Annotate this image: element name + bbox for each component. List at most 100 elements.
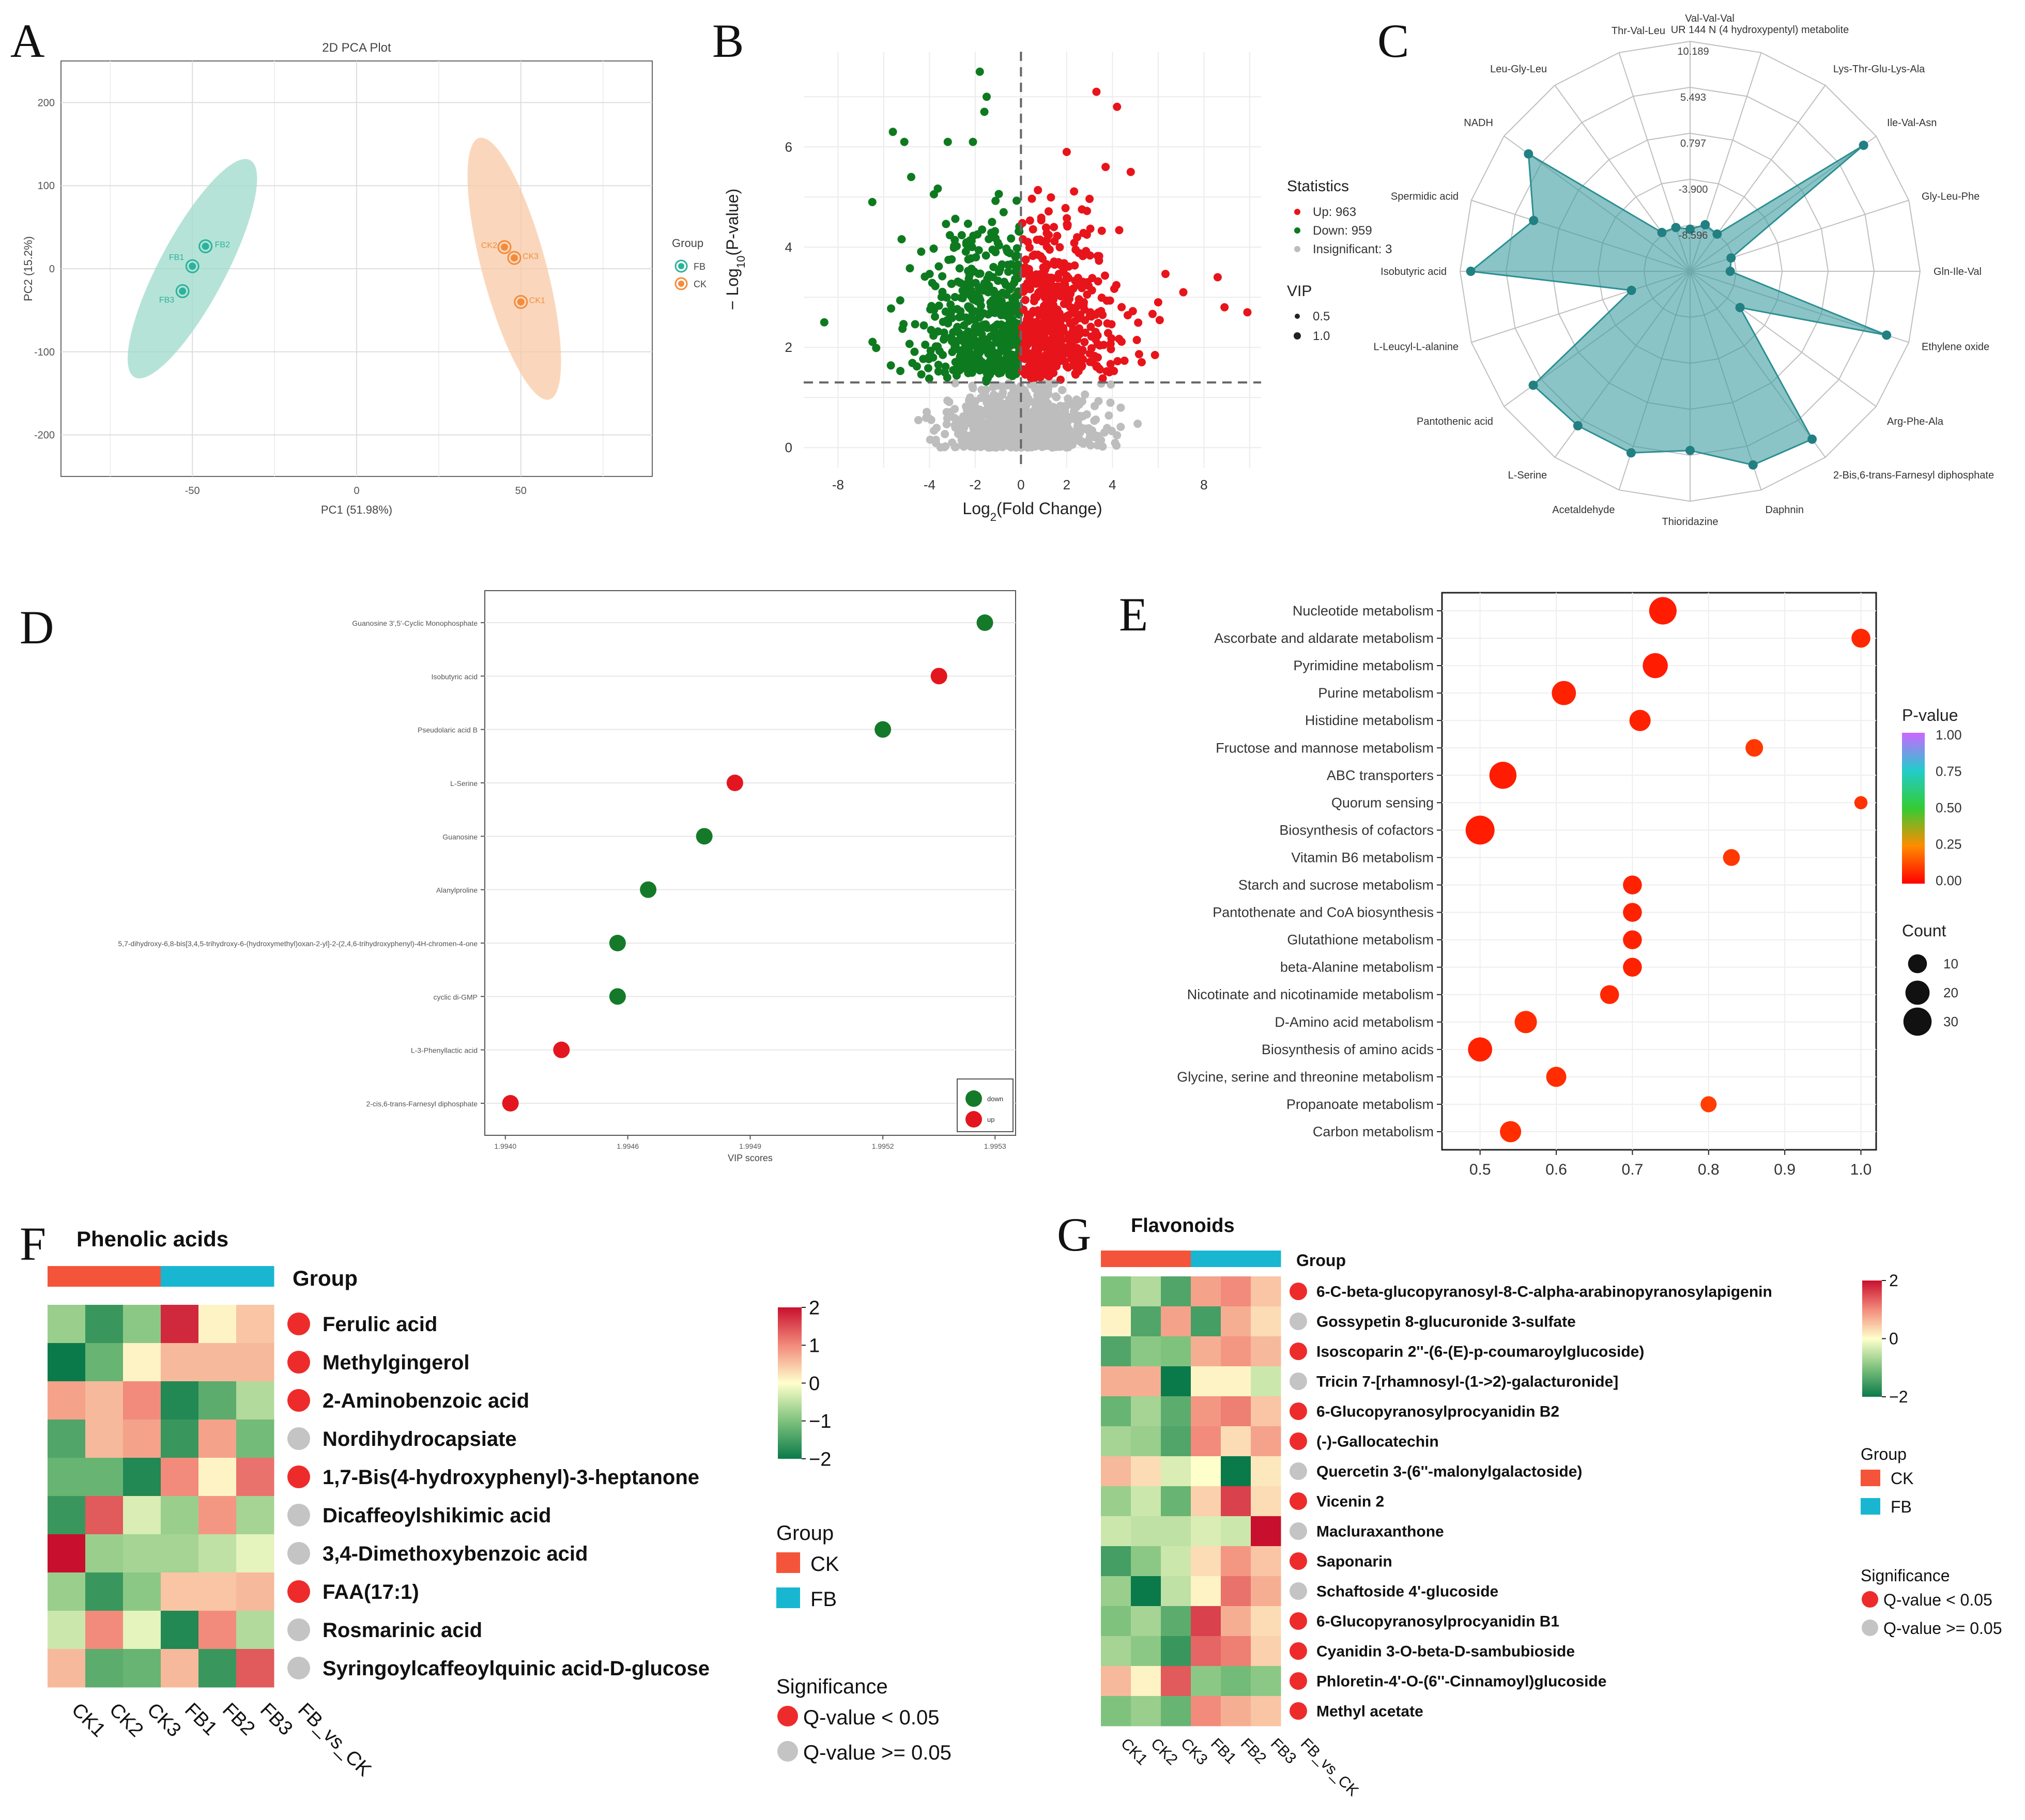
phenolic-column-label: CK1	[67, 1699, 110, 1741]
phenolic-heatmap-cell	[198, 1381, 237, 1420]
volcano-point-down	[970, 330, 978, 339]
kegg-pvalue-tick-label: 0.00	[1936, 873, 1962, 888]
kegg-pathway-label: Pyrimidine metabolism	[1293, 658, 1434, 673]
volcano-point-down	[1005, 284, 1014, 293]
volcano-point-down	[868, 337, 877, 346]
radar-axis-label: Isobutyric acid	[1380, 266, 1447, 277]
kegg-x-tick-label: 0.6	[1545, 1161, 1567, 1178]
volcano-legend-label: Up: 963	[1313, 205, 1356, 219]
volcano-point-up	[1045, 245, 1054, 254]
pca-x-tick-label: -50	[185, 485, 200, 497]
kegg-bubble	[1629, 710, 1651, 731]
flavonoids-heatmap-cell	[1161, 1636, 1191, 1667]
volcano-point-up	[1037, 364, 1046, 373]
pca-y-tick-label: -200	[34, 430, 55, 441]
volcano-point-up	[1070, 261, 1079, 270]
radar-value-point	[1524, 149, 1533, 159]
volcano-point-insignificant	[1039, 402, 1048, 411]
volcano-point-up	[1092, 362, 1101, 371]
flavonoids-heatmap-cell	[1131, 1486, 1161, 1517]
flavonoids-significance-dot	[1290, 1642, 1307, 1660]
vip-legend-label: down	[987, 1095, 1003, 1103]
volcano-point-down	[912, 362, 921, 371]
radar-value-point	[1748, 460, 1758, 470]
volcano-point-up	[1095, 252, 1103, 260]
phenolic-colorbar-tick-label: 2	[809, 1297, 820, 1319]
flavonoids-row-label: Phloretin-4'-O-(6''-Cinnamoyl)glucoside	[1316, 1673, 1606, 1690]
pca-legend-key	[678, 263, 684, 269]
flavonoids-heatmap-cell	[1101, 1576, 1131, 1607]
volcano-point-insignificant	[1133, 420, 1142, 428]
flavonoids-heatmap-cell	[1191, 1636, 1221, 1667]
vip-category-label: cyclic di-GMP	[433, 993, 478, 1001]
phenolic-heatmap-cell	[48, 1572, 86, 1611]
flavonoids-significance-dot	[1290, 1492, 1307, 1510]
volcano-point-up	[1080, 337, 1089, 346]
pca-x-tick-label: 0	[354, 485, 359, 497]
radar-value-point	[1712, 229, 1722, 239]
pca-legend-key-ring	[674, 259, 688, 273]
phenolic-row-label: 2-Aminobenzoic acid	[323, 1390, 529, 1412]
volcano-point-down	[886, 361, 895, 370]
volcano-point-up	[1050, 257, 1058, 266]
volcano-point-down	[970, 307, 979, 316]
phenolic-heatmap-cell	[161, 1458, 199, 1497]
volcano-point-insignificant	[1051, 424, 1060, 433]
kegg-count-tick-label: 10	[1943, 956, 1958, 971]
volcano-point-down	[868, 197, 877, 206]
volcano-point-insignificant	[1048, 439, 1056, 448]
flavonoids-heatmap-cell	[1251, 1456, 1281, 1487]
phenolic-significance-legend-key	[777, 1706, 798, 1726]
volcano-point-down	[988, 218, 996, 226]
volcano-point-insignificant	[969, 384, 977, 393]
volcano-point-insignificant	[1045, 424, 1053, 433]
phenolic-group-legend-key	[776, 1587, 800, 1608]
radar-value-point	[1626, 448, 1636, 458]
kegg-x-tick-label: 0.8	[1698, 1161, 1720, 1178]
phenolic-heatmap-cell	[123, 1572, 161, 1611]
volcano-point-insignificant	[922, 413, 930, 422]
volcano-point-insignificant	[977, 417, 986, 426]
flavonoids-significance-legend-title: Significance	[1861, 1566, 1950, 1585]
phenolic-significance-dot	[287, 1580, 310, 1603]
volcano-point-insignificant	[1067, 438, 1076, 446]
volcano-point-down	[1007, 234, 1016, 243]
vip-point	[726, 775, 743, 791]
flavonoids-heatmap-cell	[1161, 1276, 1191, 1307]
volcano-point-down	[1004, 267, 1012, 276]
flavonoids-column-label: FB2	[1237, 1735, 1269, 1767]
phenolic-group-legend-key	[776, 1552, 800, 1573]
volcano-point-up	[1055, 243, 1064, 252]
phenolic-row-label: Ferulic acid	[323, 1313, 437, 1336]
kegg-bubble	[1723, 849, 1740, 866]
flavonoids-heatmap-cell	[1131, 1546, 1161, 1577]
phenolic-heatmap-cell	[123, 1381, 161, 1420]
radar-value-point	[1657, 227, 1667, 237]
volcano-point-down	[919, 321, 928, 330]
volcano-x-axis-label: Log2(Fold Change)	[962, 499, 1102, 523]
volcano-point-down	[991, 227, 1000, 236]
flavonoids-group-bar	[1161, 1251, 1191, 1267]
volcano-point-insignificant	[1069, 407, 1078, 416]
volcano-point-up	[1069, 284, 1078, 293]
flavonoids-column-label: FB_vs_CK	[1297, 1735, 1362, 1800]
phenolic-heatmap-cell	[85, 1381, 124, 1420]
flavonoids-heatmap-cell	[1101, 1696, 1131, 1726]
volcano-point-insignificant	[1093, 441, 1102, 450]
volcano-point-down	[1002, 290, 1011, 299]
volcano-point-down	[1014, 274, 1022, 283]
radar-value-point	[1573, 421, 1583, 430]
flavonoids-group-legend-key	[1861, 1498, 1880, 1515]
volcano-point-up	[1021, 296, 1030, 304]
volcano-point-down	[925, 374, 933, 383]
phenolic-heatmap-cell	[236, 1496, 274, 1535]
phenolic-heatmap-cell	[123, 1496, 161, 1535]
volcano-point-down	[985, 271, 993, 280]
volcano-legend-label: Down: 959	[1313, 224, 1372, 238]
phenolic-significance-dot	[287, 1389, 310, 1412]
kegg-bubble	[1851, 628, 1870, 648]
volcano-point-up	[1036, 235, 1045, 244]
kegg-pvalue-legend-title: P-value	[1902, 706, 1958, 724]
volcano-point-up	[1107, 334, 1116, 343]
volcano-x-tick-label: 2	[1063, 477, 1070, 492]
